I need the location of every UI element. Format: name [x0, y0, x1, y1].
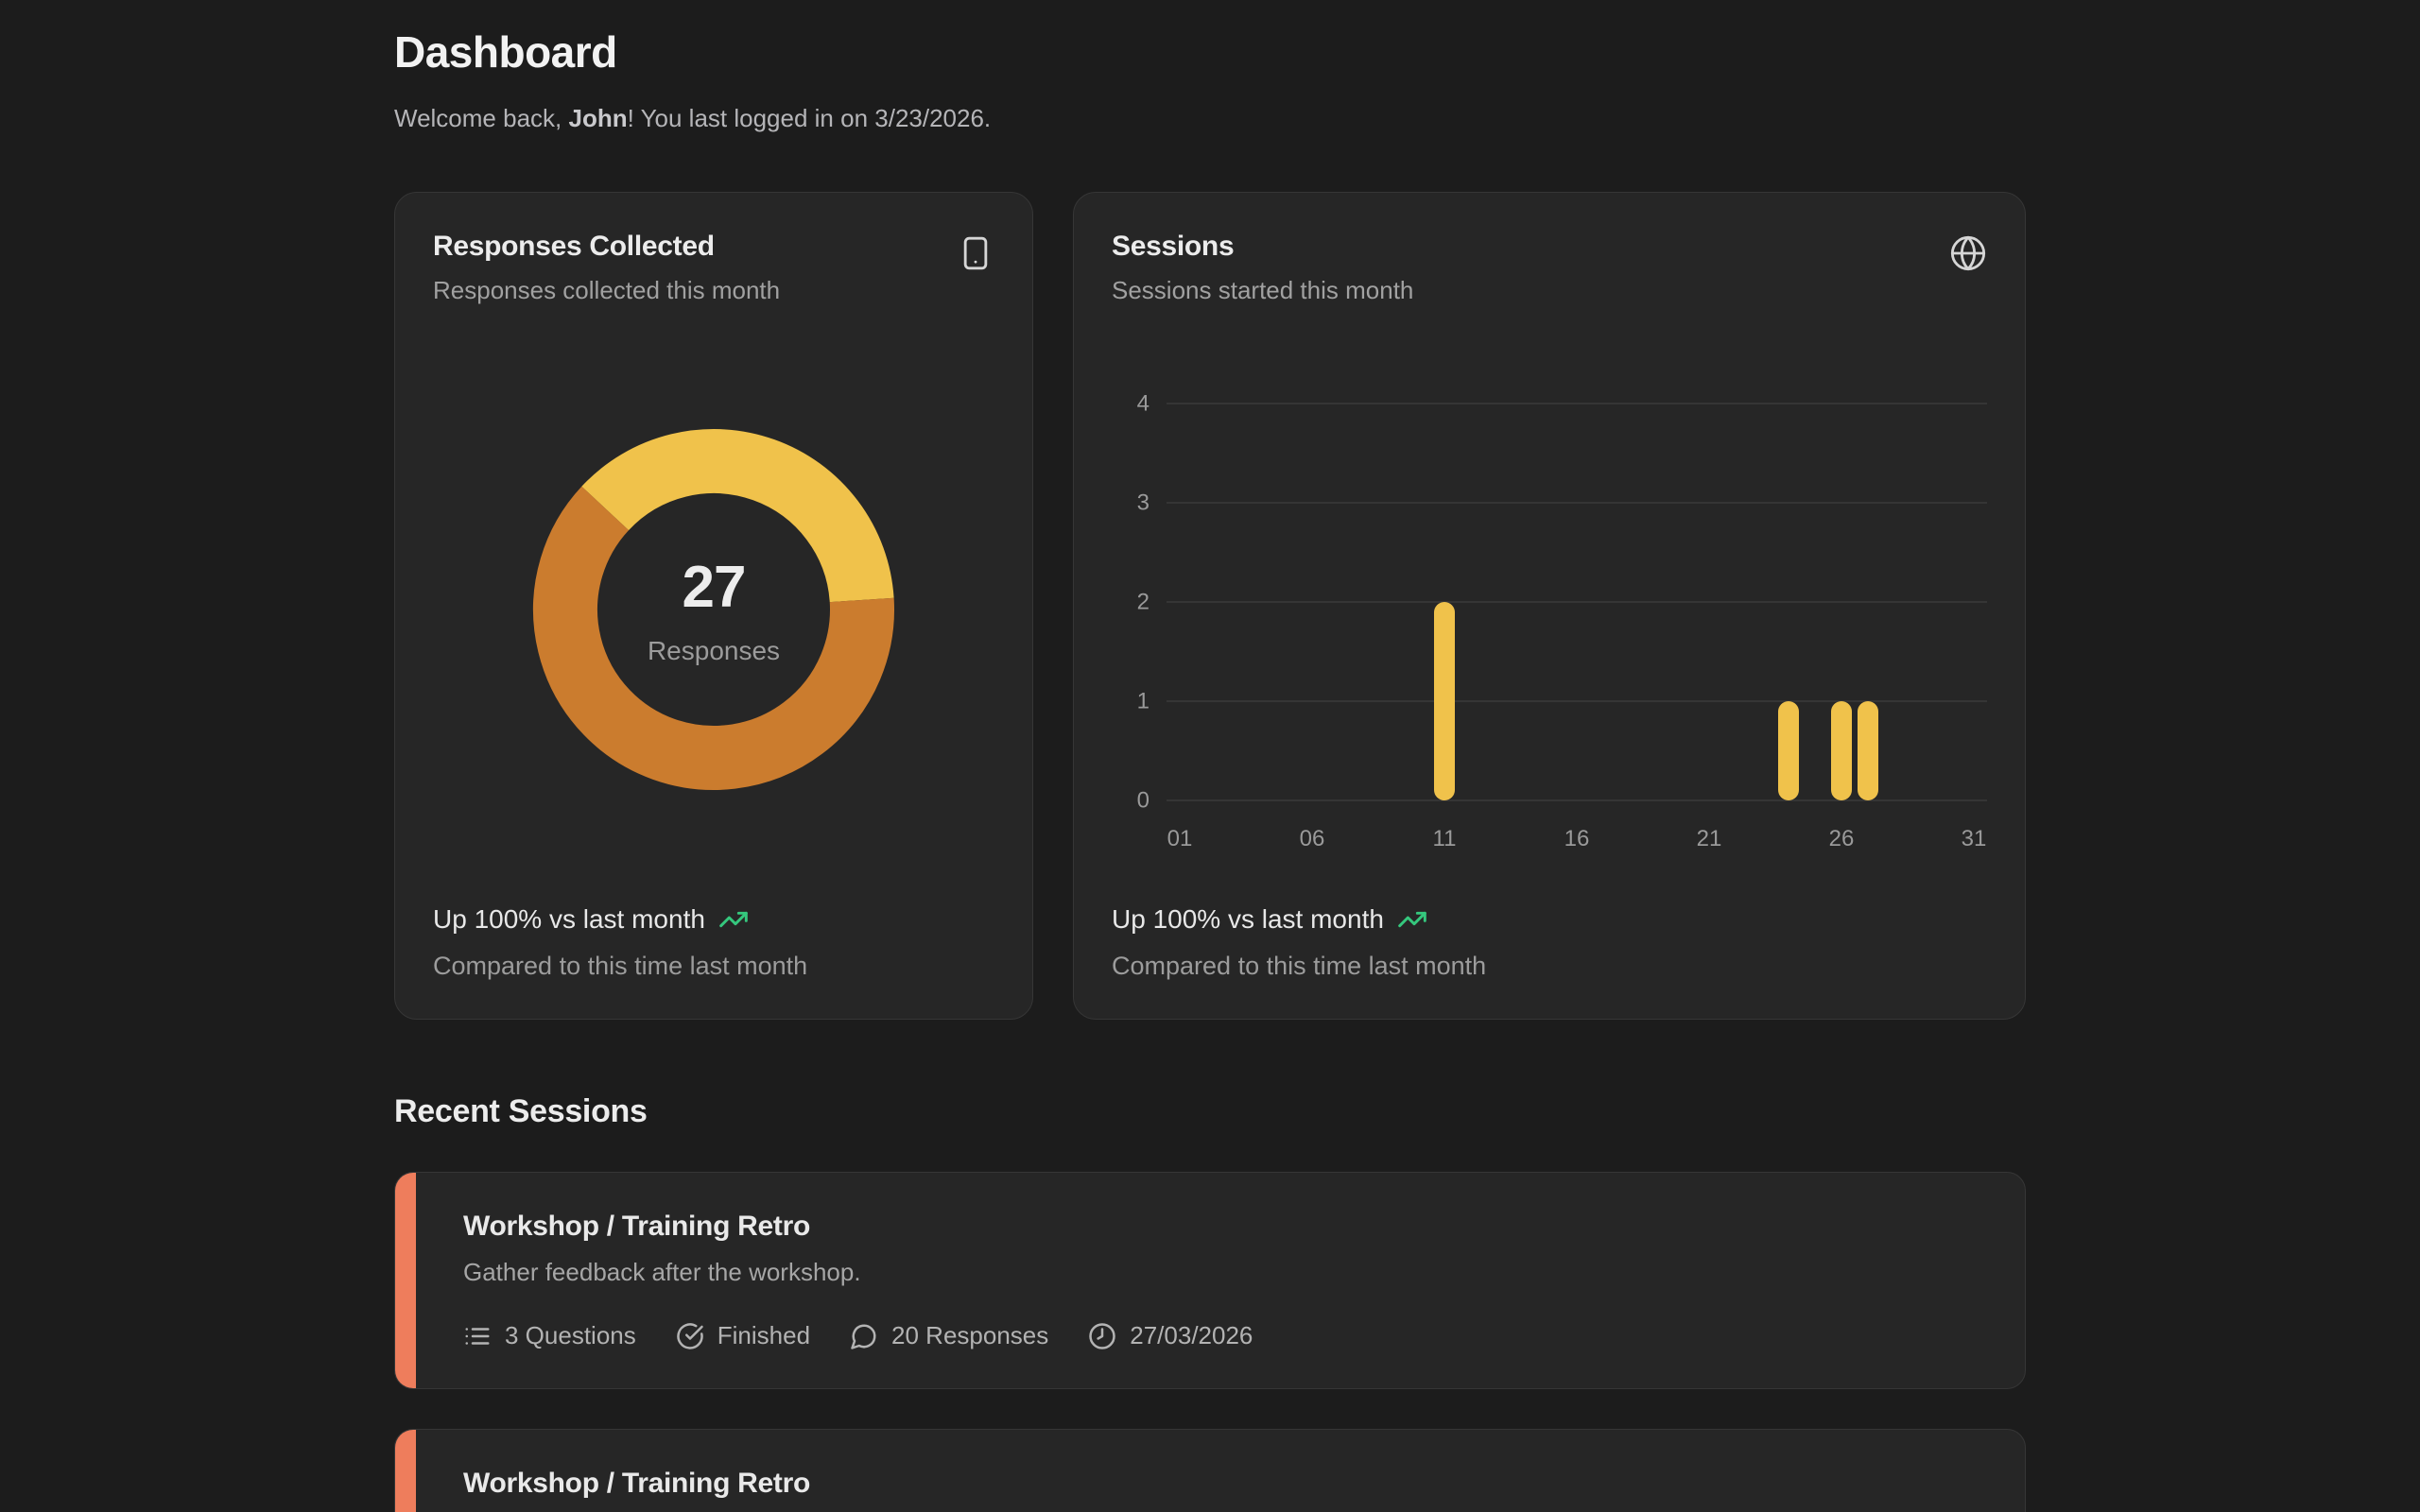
welcome-text: Welcome back, John! You last logged in o…: [394, 104, 2026, 133]
globe-icon: [1949, 234, 1987, 277]
responses-card-footer: Up 100% vs last month Compared to this t…: [433, 904, 994, 981]
welcome-suffix: ! You last logged in on 3/23/2026.: [627, 104, 992, 132]
svg-text:26: 26: [1829, 826, 1855, 851]
sessions-trend-text: Up 100% vs last month: [1112, 904, 1384, 934]
responses-donut-chart: 27 Responses: [525, 421, 903, 799]
session-title: Workshop / Training Retro: [463, 1211, 810, 1242]
svg-text:4: 4: [1137, 394, 1150, 417]
trending-up-icon: [1397, 904, 1427, 935]
svg-text:16: 16: [1564, 826, 1590, 851]
session-responses: 20 Responses: [850, 1321, 1048, 1350]
svg-text:21: 21: [1697, 826, 1722, 851]
clock-icon: [1089, 1322, 1116, 1349]
page-title: Dashboard: [394, 27, 617, 77]
svg-text:01: 01: [1167, 826, 1193, 851]
responses-donut: [533, 429, 894, 790]
svg-text:06: 06: [1300, 826, 1325, 851]
responses-card-title: Responses Collected: [433, 231, 715, 262]
trending-up-icon: [718, 904, 749, 935]
session-description: Gather feedback after the workshop.: [463, 1258, 861, 1286]
svg-text:11: 11: [1433, 826, 1457, 851]
responses-trend-sub: Compared to this time last month: [433, 952, 808, 980]
welcome-username: John: [568, 104, 628, 132]
svg-text:2: 2: [1137, 590, 1150, 615]
sessions-card-subtitle: Sessions started this month: [1112, 276, 1414, 304]
stats-grid: Responses Collected Responses collected …: [394, 192, 2026, 1020]
smartphone-icon: [957, 234, 994, 277]
responses-collected-card: Responses Collected Responses collected …: [394, 192, 1033, 1020]
svg-text:0: 0: [1137, 788, 1150, 814]
dashboard-page: Dashboard Welcome back, John! You last l…: [394, 0, 2026, 1512]
session-meta-row: 3 Questions Finished 20 Responses 27/03/…: [463, 1321, 1979, 1350]
session-date: 27/03/2026: [1088, 1321, 1253, 1350]
recent-sessions-heading: Recent Sessions: [394, 1093, 648, 1129]
session-card[interactable]: Workshop / Training Retro: [394, 1429, 2026, 1512]
session-title: Workshop / Training Retro: [463, 1468, 810, 1499]
sessions-card-header: Sessions Sessions started this month: [1112, 231, 1987, 305]
sessions-trend-sub: Compared to this time last month: [1112, 952, 1487, 980]
list-icon: [465, 1327, 490, 1345]
session-questions: 3 Questions: [463, 1321, 636, 1350]
svg-text:3: 3: [1137, 490, 1150, 516]
session-status: Finished: [676, 1321, 810, 1350]
circle-check-icon: [677, 1322, 703, 1349]
responses-card-header: Responses Collected Responses collected …: [433, 231, 994, 305]
svg-text:1: 1: [1137, 689, 1150, 714]
sessions-card-footer: Up 100% vs last month Compared to this t…: [1112, 904, 1987, 981]
session-card[interactable]: Workshop / Training Retro Gather feedbac…: [394, 1172, 2026, 1389]
svg-text:31: 31: [1962, 826, 1987, 851]
session-accent-bar: [395, 1173, 416, 1388]
session-accent-bar: [395, 1430, 416, 1512]
message-circle-icon: [851, 1324, 876, 1349]
responses-trend-text: Up 100% vs last month: [433, 904, 705, 934]
sessions-card-title: Sessions: [1112, 231, 1235, 262]
responses-card-subtitle: Responses collected this month: [433, 276, 781, 304]
welcome-prefix: Welcome back,: [394, 104, 569, 132]
